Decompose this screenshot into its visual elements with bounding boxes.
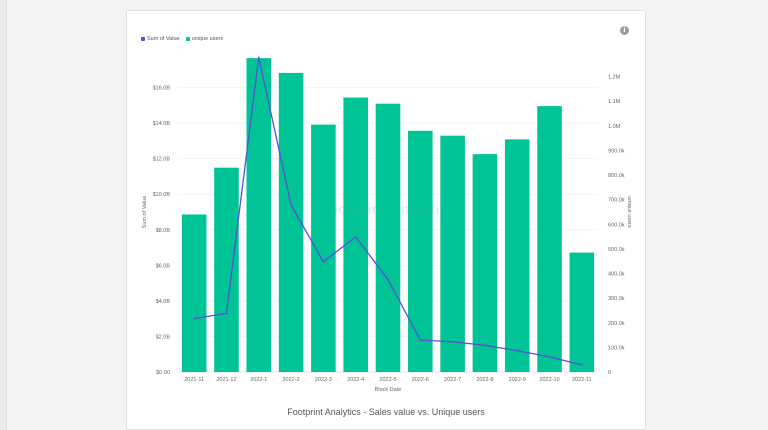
x-axis-tick-label: 2021-12 xyxy=(216,377,236,383)
y2-axis-tick-label: 1.1M xyxy=(608,99,621,105)
bar xyxy=(408,130,433,372)
x-axis-tick-label: 2022-2 xyxy=(283,377,300,383)
bar xyxy=(504,139,530,372)
legend-item-unique-users[interactable]: unique users xyxy=(185,36,224,42)
x-axis-title: Block Date xyxy=(375,387,402,393)
line-point xyxy=(322,260,325,263)
y-axis-tick-label: $16.0B xyxy=(153,86,171,92)
y-axis-tick-label: $8.0B xyxy=(156,228,171,234)
watermark-text: Footprint Analytics xyxy=(320,201,456,218)
y-axis-tick-label: $0.00 xyxy=(156,370,170,376)
y2-axis-title: unique users xyxy=(626,196,632,228)
x-axis-tick-label: 2022-7 xyxy=(444,377,461,383)
y-axis-tick-label: $2.0B xyxy=(156,334,171,340)
y2-axis-tick-label: 800.0k xyxy=(608,173,625,179)
line-point xyxy=(484,344,486,347)
window-edge xyxy=(0,0,7,430)
bar xyxy=(440,135,465,372)
bar xyxy=(181,214,207,372)
y2-axis-tick-label: 1.2M xyxy=(608,75,621,81)
line-point xyxy=(548,356,551,358)
y2-axis-tick-label: 100.0k xyxy=(608,345,625,351)
x-axis-tick-label: 2022-4 xyxy=(347,377,364,383)
line-point xyxy=(225,312,228,315)
y2-axis-tick-label: 1.0M xyxy=(608,124,621,130)
y-axis-tick-label: $14.0B xyxy=(153,121,171,127)
line-point xyxy=(581,364,583,366)
y2-axis-tick-label: 900.0k xyxy=(608,148,625,154)
line-point xyxy=(516,349,519,352)
x-axis-tick-label: 2022-8 xyxy=(476,377,493,383)
info-icon[interactable]: i xyxy=(620,26,629,35)
legend-label: unique users xyxy=(191,36,224,42)
y-axis-tick-label: $10.0B xyxy=(153,192,171,198)
bar xyxy=(278,72,304,372)
line-point xyxy=(257,56,260,59)
y-axis-tick-label: $12.0B xyxy=(153,157,171,163)
y2-axis-tick-label: 500.0k xyxy=(608,247,625,253)
bar xyxy=(311,124,336,372)
line-point xyxy=(354,236,357,238)
y2-axis-tick-label: 300.0k xyxy=(608,296,625,302)
x-axis-tick-label: 2022-6 xyxy=(412,377,429,383)
line-point xyxy=(387,278,389,281)
line-point xyxy=(451,340,454,343)
legend-swatch-bar xyxy=(185,37,190,41)
legend-swatch-line xyxy=(141,37,145,41)
x-axis-tick-label: 2022-9 xyxy=(509,377,526,383)
y2-axis-tick-label: 400.0k xyxy=(608,272,625,278)
legend-label: Sum of Value xyxy=(147,36,180,42)
bar xyxy=(537,106,562,373)
y-axis-title: Sum of Value xyxy=(142,196,148,229)
x-axis-tick-label: 2022-5 xyxy=(379,377,396,383)
y-axis-tick-label: $4.0B xyxy=(156,299,171,305)
line-point xyxy=(419,339,422,341)
bar xyxy=(472,154,498,372)
y2-axis-tick-label: 0 xyxy=(608,370,611,376)
line-point xyxy=(193,317,195,320)
legend-item-sum-of-value[interactable]: Sum of Value xyxy=(141,36,180,42)
x-axis-tick-label: 2022-1 xyxy=(250,377,267,383)
bar xyxy=(214,167,239,372)
y2-axis-tick-label: 200.0k xyxy=(608,321,625,327)
y2-axis-tick-label: 600.0k xyxy=(608,222,625,228)
bar xyxy=(569,252,595,372)
x-axis-tick-label: 2021-11 xyxy=(184,377,204,383)
chart-legend: Sum of Value unique users xyxy=(141,36,223,42)
bar xyxy=(343,97,368,373)
x-axis-tick-label: 2022-3 xyxy=(315,377,332,383)
y-axis-tick-label: $6.0B xyxy=(156,263,171,269)
line-point xyxy=(290,204,292,206)
x-axis-tick-label: 2022-10 xyxy=(539,377,559,383)
x-axis-tick-label: 2022-11 xyxy=(572,377,592,383)
y2-axis-tick-label: 700.0k xyxy=(608,198,625,204)
bar xyxy=(375,103,401,372)
chart-caption: Footprint Analytics - Sales value vs. Un… xyxy=(287,407,485,417)
bar xyxy=(246,58,272,373)
